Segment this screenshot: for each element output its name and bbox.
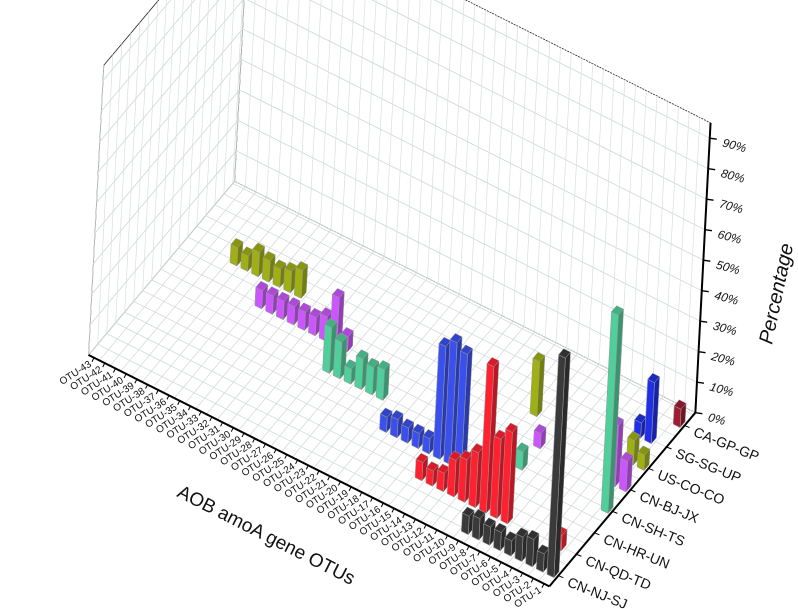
bar [493, 522, 507, 552]
bar [672, 399, 687, 429]
bar [293, 261, 309, 300]
bar [514, 527, 529, 563]
bar [600, 305, 624, 515]
chart-walls [88, 0, 712, 414]
bar [375, 360, 390, 402]
percent-tick-label: 10% [708, 380, 735, 400]
bar [515, 442, 529, 472]
bar [297, 302, 311, 332]
percent-tick-label: 40% [713, 288, 740, 308]
bar [261, 251, 276, 283]
bar [229, 237, 244, 267]
bar-group [229, 237, 687, 579]
bar [286, 297, 301, 326]
bar [379, 407, 393, 434]
bar [400, 418, 415, 445]
percent-tick-label: 90% [721, 136, 748, 156]
percent-tick-label: 20% [709, 349, 737, 369]
bar [468, 443, 484, 509]
bar [343, 359, 358, 385]
percent-tick-label: 30% [711, 319, 738, 339]
bar [546, 348, 571, 579]
bar [354, 349, 369, 391]
bar [636, 445, 651, 472]
percent-tick-label: 80% [719, 166, 746, 186]
z-axis-title: Percentage [755, 241, 798, 346]
bar [644, 372, 660, 445]
chart-axes: OTU-1OTU-2OTU-3OTU-4OTU-5OTU-6OTU-7OTU-8… [58, 122, 762, 609]
percent-tick-label: 60% [716, 227, 743, 247]
bar [432, 336, 452, 461]
bar [457, 449, 473, 504]
bar [322, 317, 338, 375]
bar [443, 333, 463, 466]
percent-tick-label: 0% [707, 410, 728, 428]
percent-tick-label: 50% [715, 258, 742, 278]
bar [422, 429, 436, 455]
bar [618, 451, 634, 493]
bar [365, 357, 380, 396]
percent-tick-label: 70% [718, 197, 745, 217]
bar [529, 351, 546, 418]
bar [454, 344, 473, 472]
bar [254, 280, 269, 310]
bar [533, 423, 547, 450]
bar [500, 422, 518, 525]
